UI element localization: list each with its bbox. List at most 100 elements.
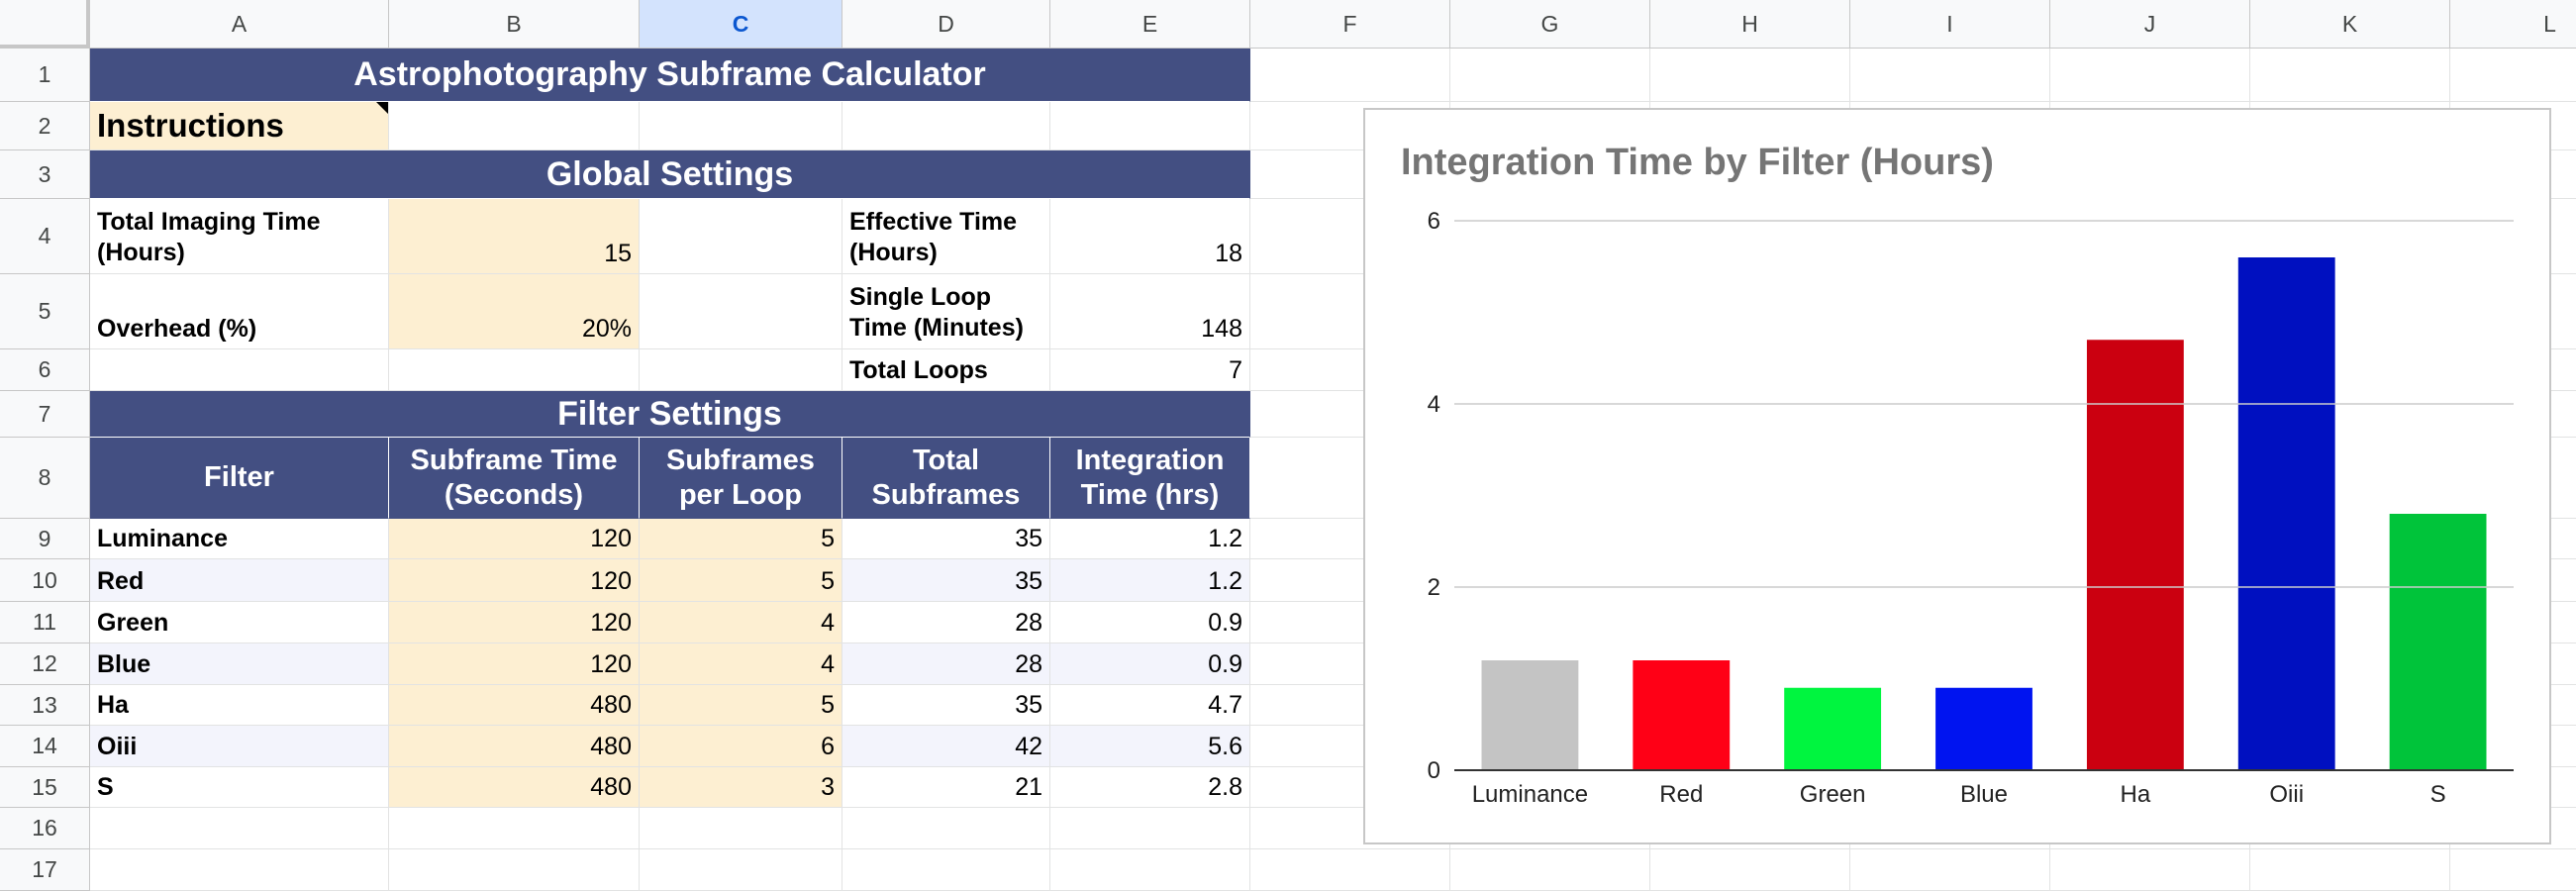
integration-time-cell[interactable]: 5.6 — [1050, 726, 1250, 767]
column-header-h[interactable]: H — [1650, 0, 1850, 49]
grid-cell[interactable] — [1250, 49, 1450, 102]
grid-cell[interactable] — [1650, 849, 1850, 891]
single-loop-time-value[interactable]: 148 — [1050, 274, 1250, 349]
total-loops-value[interactable]: 7 — [1050, 349, 1250, 391]
grid-cell[interactable] — [2050, 49, 2250, 102]
total-subframes-cell[interactable]: 35 — [842, 685, 1050, 726]
total-subframes-cell[interactable]: 28 — [842, 644, 1050, 685]
integration-time-cell[interactable]: 4.7 — [1050, 685, 1250, 726]
filter-name-cell[interactable]: Blue — [90, 644, 389, 685]
grid-cell[interactable] — [2450, 849, 2576, 891]
bar-luminance[interactable] — [1481, 660, 1579, 770]
grid-cell[interactable] — [2250, 849, 2450, 891]
grid-cell[interactable] — [1050, 849, 1250, 891]
filter-name-cell[interactable]: Oiii — [90, 726, 389, 767]
grid-cell[interactable] — [640, 102, 842, 150]
subframe-time-input[interactable]: 120 — [389, 519, 640, 559]
column-header-c[interactable]: C — [640, 0, 842, 49]
subframes-per-loop-input[interactable]: 4 — [640, 644, 842, 685]
integration-time-cell[interactable]: 1.2 — [1050, 519, 1250, 559]
bar-s[interactable] — [2389, 514, 2487, 770]
column-header-e[interactable]: E — [1050, 0, 1250, 49]
row-header-4[interactable]: 4 — [0, 199, 90, 274]
grid-cell[interactable] — [90, 849, 389, 891]
grid-cell[interactable] — [2450, 49, 2576, 102]
subframe-time-input[interactable]: 480 — [389, 685, 640, 726]
row-header-12[interactable]: 12 — [0, 644, 90, 685]
total-subframes-cell[interactable]: 35 — [842, 559, 1050, 602]
row-header-5[interactable]: 5 — [0, 274, 90, 349]
bar-green[interactable] — [1784, 687, 1882, 770]
total-subframes-cell[interactable]: 35 — [842, 519, 1050, 559]
subframe-time-input[interactable]: 480 — [389, 726, 640, 767]
filter-name-cell[interactable]: Red — [90, 559, 389, 602]
subframes-per-loop-input[interactable]: 5 — [640, 559, 842, 602]
empty-cell-c5[interactable] — [640, 274, 842, 349]
column-header-j[interactable]: J — [2050, 0, 2250, 49]
grid-cell[interactable] — [389, 102, 640, 150]
sheet-title[interactable]: Astrophotography Subframe Calculator — [90, 49, 1250, 102]
grid-cell[interactable] — [842, 849, 1050, 891]
grid-cell[interactable] — [1250, 849, 1450, 891]
grid-cell[interactable] — [1850, 849, 2050, 891]
column-header-k[interactable]: K — [2250, 0, 2450, 49]
grid-cell[interactable] — [1850, 49, 2050, 102]
grid-cell[interactable] — [1050, 808, 1250, 849]
grid-cell[interactable] — [1050, 102, 1250, 150]
global-settings-header[interactable]: Global Settings — [90, 150, 1250, 199]
grid-cell[interactable] — [90, 349, 389, 391]
column-header-b[interactable]: B — [389, 0, 640, 49]
column-header-f[interactable]: F — [1250, 0, 1450, 49]
effective-time-value[interactable]: 18 — [1050, 199, 1250, 274]
integration-time-cell[interactable]: 2.8 — [1050, 767, 1250, 808]
grid-cell[interactable] — [2050, 849, 2250, 891]
total-imaging-time-input[interactable]: 15 — [389, 199, 640, 274]
bar-red[interactable] — [1633, 660, 1731, 770]
bar-oiii[interactable] — [2237, 257, 2335, 770]
column-header-l[interactable]: L — [2450, 0, 2576, 49]
filter-name-cell[interactable]: Green — [90, 602, 389, 644]
row-header-2[interactable]: 2 — [0, 102, 90, 150]
grid-cell[interactable] — [842, 808, 1050, 849]
bar-ha[interactable] — [2086, 340, 2184, 770]
bar-chart[interactable]: Integration Time by Filter (Hours) 0 2 4 6 L… — [1363, 108, 2551, 844]
overhead-input[interactable]: 20% — [389, 274, 640, 349]
total-subframes-cell[interactable]: 21 — [842, 767, 1050, 808]
filter-name-cell[interactable]: Luminance — [90, 519, 389, 559]
bar-blue[interactable] — [1935, 687, 2032, 770]
filter-name-cell[interactable]: Ha — [90, 685, 389, 726]
grid-cell[interactable] — [90, 808, 389, 849]
subframes-per-loop-input[interactable]: 5 — [640, 519, 842, 559]
subframes-per-loop-input[interactable]: 6 — [640, 726, 842, 767]
subframe-time-input[interactable]: 120 — [389, 644, 640, 685]
subframe-time-input[interactable]: 480 — [389, 767, 640, 808]
subframe-time-input[interactable]: 120 — [389, 602, 640, 644]
row-header-13[interactable]: 13 — [0, 685, 90, 726]
filter-settings-header[interactable]: Filter Settings — [90, 391, 1250, 438]
grid-cell[interactable] — [1650, 49, 1850, 102]
integration-time-cell[interactable]: 1.2 — [1050, 559, 1250, 602]
grid-cell[interactable] — [842, 102, 1050, 150]
row-header-14[interactable]: 14 — [0, 726, 90, 767]
row-header-7[interactable]: 7 — [0, 391, 90, 438]
column-header-g[interactable]: G — [1450, 0, 1650, 49]
row-header-1[interactable]: 1 — [0, 49, 90, 102]
grid-cell[interactable] — [1450, 49, 1650, 102]
column-header-a[interactable]: A — [90, 0, 389, 49]
empty-cell-c4[interactable] — [640, 199, 842, 274]
total-subframes-cell[interactable]: 28 — [842, 602, 1050, 644]
row-header-15[interactable]: 15 — [0, 767, 90, 808]
grid-cell[interactable] — [2250, 49, 2450, 102]
row-header-3[interactable]: 3 — [0, 150, 90, 199]
grid-cell[interactable] — [640, 849, 842, 891]
column-header-d[interactable]: D — [842, 0, 1050, 49]
subframes-per-loop-input[interactable]: 4 — [640, 602, 842, 644]
grid-cell[interactable] — [640, 808, 842, 849]
filter-name-cell[interactable]: S — [90, 767, 389, 808]
grid-cell[interactable] — [640, 349, 842, 391]
grid-cell[interactable] — [389, 808, 640, 849]
instructions-cell[interactable]: Instructions — [90, 102, 389, 150]
total-subframes-cell[interactable]: 42 — [842, 726, 1050, 767]
row-header-10[interactable]: 10 — [0, 559, 90, 602]
